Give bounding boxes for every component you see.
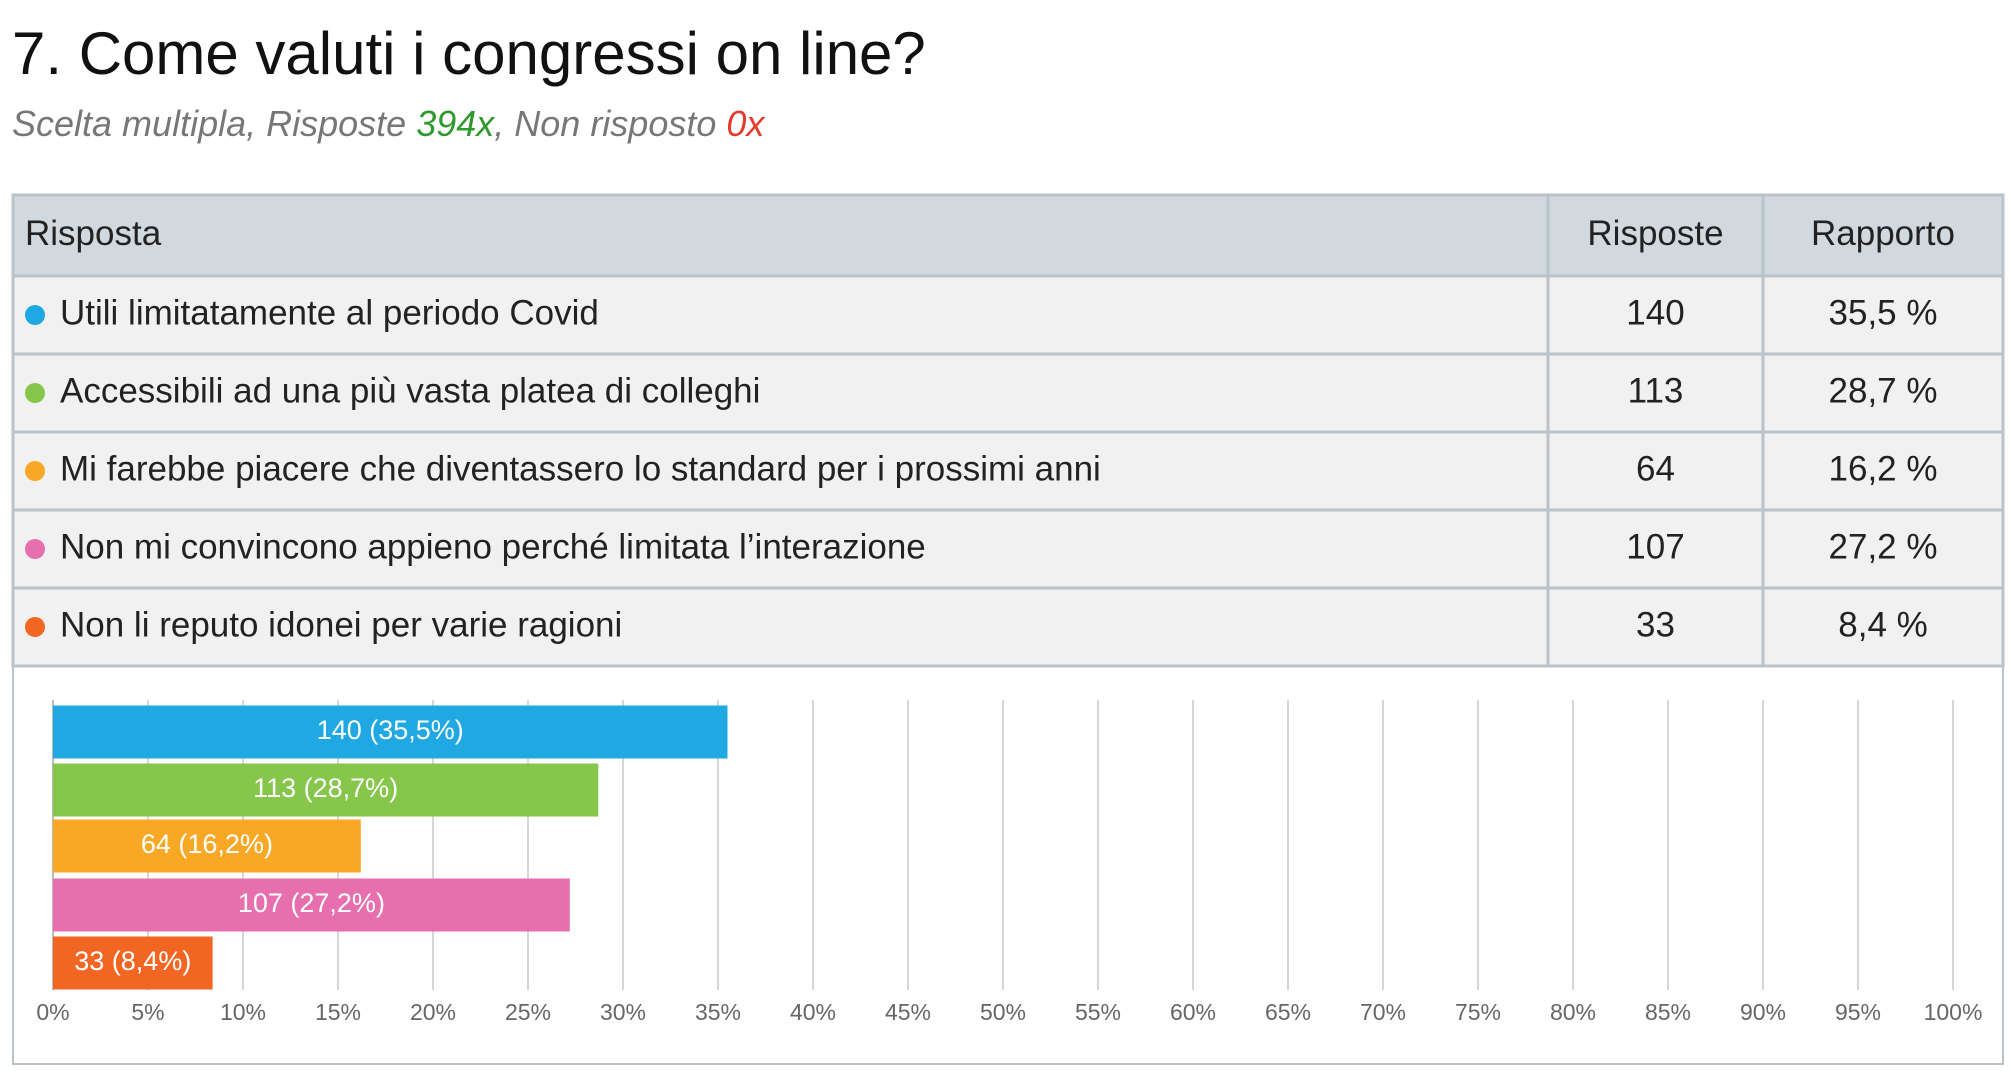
table-row [13, 510, 2003, 588]
table-cell: 64 [1636, 449, 1675, 488]
x-tick-label: 50% [980, 999, 1026, 1025]
subtitle-part: , Non risposto [494, 103, 726, 144]
x-tick-label: 75% [1455, 999, 1501, 1025]
table-cell: 33 [1636, 605, 1675, 644]
bar-value-label: 113 (28,7%) [253, 773, 398, 803]
x-tick-label: 85% [1645, 999, 1691, 1025]
subtitle: Scelta multipla, Risposte 394x, Non risp… [12, 103, 766, 144]
x-tick-label: 45% [885, 999, 931, 1025]
table-cell: 107 [1626, 527, 1684, 566]
bar [53, 705, 728, 759]
bar-value-label: 64 (16,2%) [141, 829, 273, 859]
legend-dot [25, 539, 45, 559]
bar [53, 936, 213, 990]
table-row [13, 588, 2003, 666]
table-cell: 16,2 % [1829, 449, 1938, 488]
subtitle-part: Scelta multipla, Risposte [12, 103, 416, 144]
bar-value-label: 140 (35,5%) [317, 715, 464, 745]
table-cell: Accessibili ad una più vasta platea di c… [60, 371, 760, 410]
x-tick-label: 10% [220, 999, 266, 1025]
table-cell: Mi farebbe piacere che diventassero lo s… [60, 449, 1101, 488]
table-cell: Non mi convincono appieno perché limitat… [60, 527, 926, 566]
x-tick-label: 100% [1924, 999, 1983, 1025]
x-tick-label: 95% [1835, 999, 1881, 1025]
table-cell: Utili limitatamente al periodo Covid [60, 293, 599, 332]
table-row [13, 354, 2003, 432]
x-tick-label: 15% [315, 999, 361, 1025]
bar [53, 763, 599, 817]
column-header: Rapporto [1811, 214, 1955, 253]
bar [53, 819, 361, 873]
table-row [13, 432, 2003, 510]
x-tick-label: 20% [410, 999, 456, 1025]
x-tick-label: 30% [600, 999, 646, 1025]
legend-dot [25, 383, 45, 403]
table-cell: 8,4 % [1838, 605, 1928, 644]
legend-dot [25, 617, 45, 637]
bar-value-label: 33 (8,4%) [74, 946, 191, 976]
x-tick-label: 5% [131, 999, 164, 1025]
table-cell: 27,2 % [1829, 527, 1938, 566]
table-cell: 113 [1628, 371, 1684, 410]
x-tick-label: 35% [695, 999, 741, 1025]
table-cell: 28,7 % [1829, 371, 1938, 410]
answered-count: 394x [416, 103, 496, 144]
column-header: Risposte [1587, 214, 1723, 253]
x-tick-label: 90% [1740, 999, 1786, 1025]
x-tick-label: 65% [1265, 999, 1311, 1025]
x-tick-label: 60% [1170, 999, 1216, 1025]
column-header: Risposta [25, 214, 162, 253]
table-cell: Non li reputo idonei per varie ragioni [60, 605, 622, 644]
x-tick-label: 40% [790, 999, 836, 1025]
table-cell: 35,5 % [1829, 293, 1938, 332]
bar [53, 878, 570, 932]
bar-value-label: 107 (27,2%) [238, 888, 385, 918]
legend-dot [25, 461, 45, 481]
x-tick-label: 80% [1550, 999, 1596, 1025]
legend-dot [25, 305, 45, 325]
table-header [13, 195, 2003, 276]
table-cell: 140 [1626, 293, 1684, 332]
x-tick-label: 55% [1075, 999, 1121, 1025]
x-tick-label: 0% [36, 999, 69, 1025]
unanswered-count: 0x [726, 103, 766, 144]
table-row [13, 276, 2003, 354]
title: 7. Come valuti i congressi on line? [12, 20, 926, 87]
x-tick-label: 25% [505, 999, 551, 1025]
x-tick-label: 70% [1360, 999, 1406, 1025]
